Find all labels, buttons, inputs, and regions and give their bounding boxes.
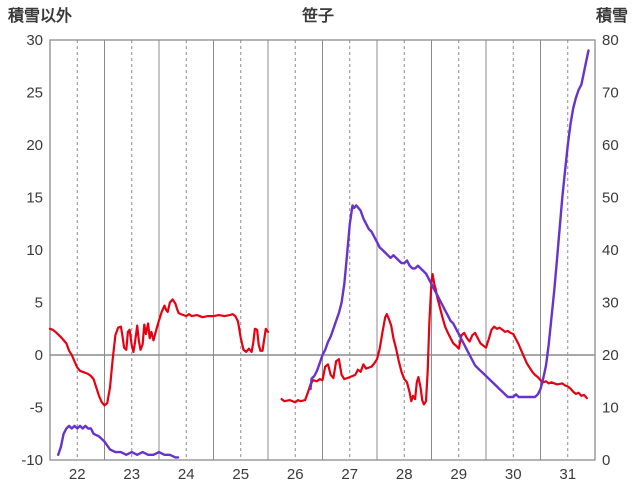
x-axis-tick-label: 24 bbox=[178, 466, 195, 483]
series-line-snow-depth bbox=[57, 424, 180, 459]
x-axis-tick-label: 30 bbox=[505, 466, 522, 483]
x-axis-tick-label: 22 bbox=[69, 466, 86, 483]
series-line-snow-depth bbox=[309, 49, 590, 399]
left-axis-tick-label: 20 bbox=[26, 137, 43, 154]
right-axis-tick-label: 70 bbox=[602, 85, 619, 102]
left-axis-tick-label: 0 bbox=[35, 347, 43, 364]
right-axis-tick-label: 0 bbox=[602, 452, 610, 469]
x-axis-tick-label: 28 bbox=[396, 466, 413, 483]
left-axis-tick-label: 15 bbox=[26, 190, 43, 207]
x-axis-tick-label: 26 bbox=[287, 466, 304, 483]
right-axis-tick-label: 30 bbox=[602, 295, 619, 312]
left-axis-tick-label: 10 bbox=[26, 242, 43, 259]
left-axis-tick-label: 5 bbox=[35, 295, 43, 312]
right-axis-tick-label: 10 bbox=[602, 400, 619, 417]
series-line-non-snow bbox=[48, 298, 270, 407]
left-axis-tick-label: -5 bbox=[30, 400, 43, 417]
x-axis-tick-label: 25 bbox=[232, 466, 249, 483]
left-axis-tick-label: -10 bbox=[21, 452, 43, 469]
grid-layer bbox=[49, 39, 596, 461]
series-line-non-snow bbox=[280, 273, 588, 406]
chart-title: 笹子 bbox=[301, 6, 334, 25]
plot-border bbox=[49, 39, 596, 461]
left-axis-title: 積雪以外 bbox=[7, 6, 72, 25]
right-axis-tick-label: 80 bbox=[602, 32, 619, 49]
right-axis-tick-label: 60 bbox=[602, 137, 619, 154]
left-axis-tick-label: 25 bbox=[26, 85, 43, 102]
x-axis-tick-label: 29 bbox=[450, 466, 467, 483]
right-axis-tick-label: 50 bbox=[602, 190, 619, 207]
x-axis-tick-label: 23 bbox=[123, 466, 140, 483]
right-axis-tick-label: 20 bbox=[602, 347, 619, 364]
right-axis-tick-label: 40 bbox=[602, 242, 619, 259]
x-axis-tick-label: 31 bbox=[559, 466, 576, 483]
right-axis-title: 積雪 bbox=[595, 6, 628, 25]
x-axis-tick-label: 27 bbox=[341, 466, 358, 483]
left-axis-tick-label: 30 bbox=[26, 32, 43, 49]
series-layer bbox=[48, 49, 590, 459]
